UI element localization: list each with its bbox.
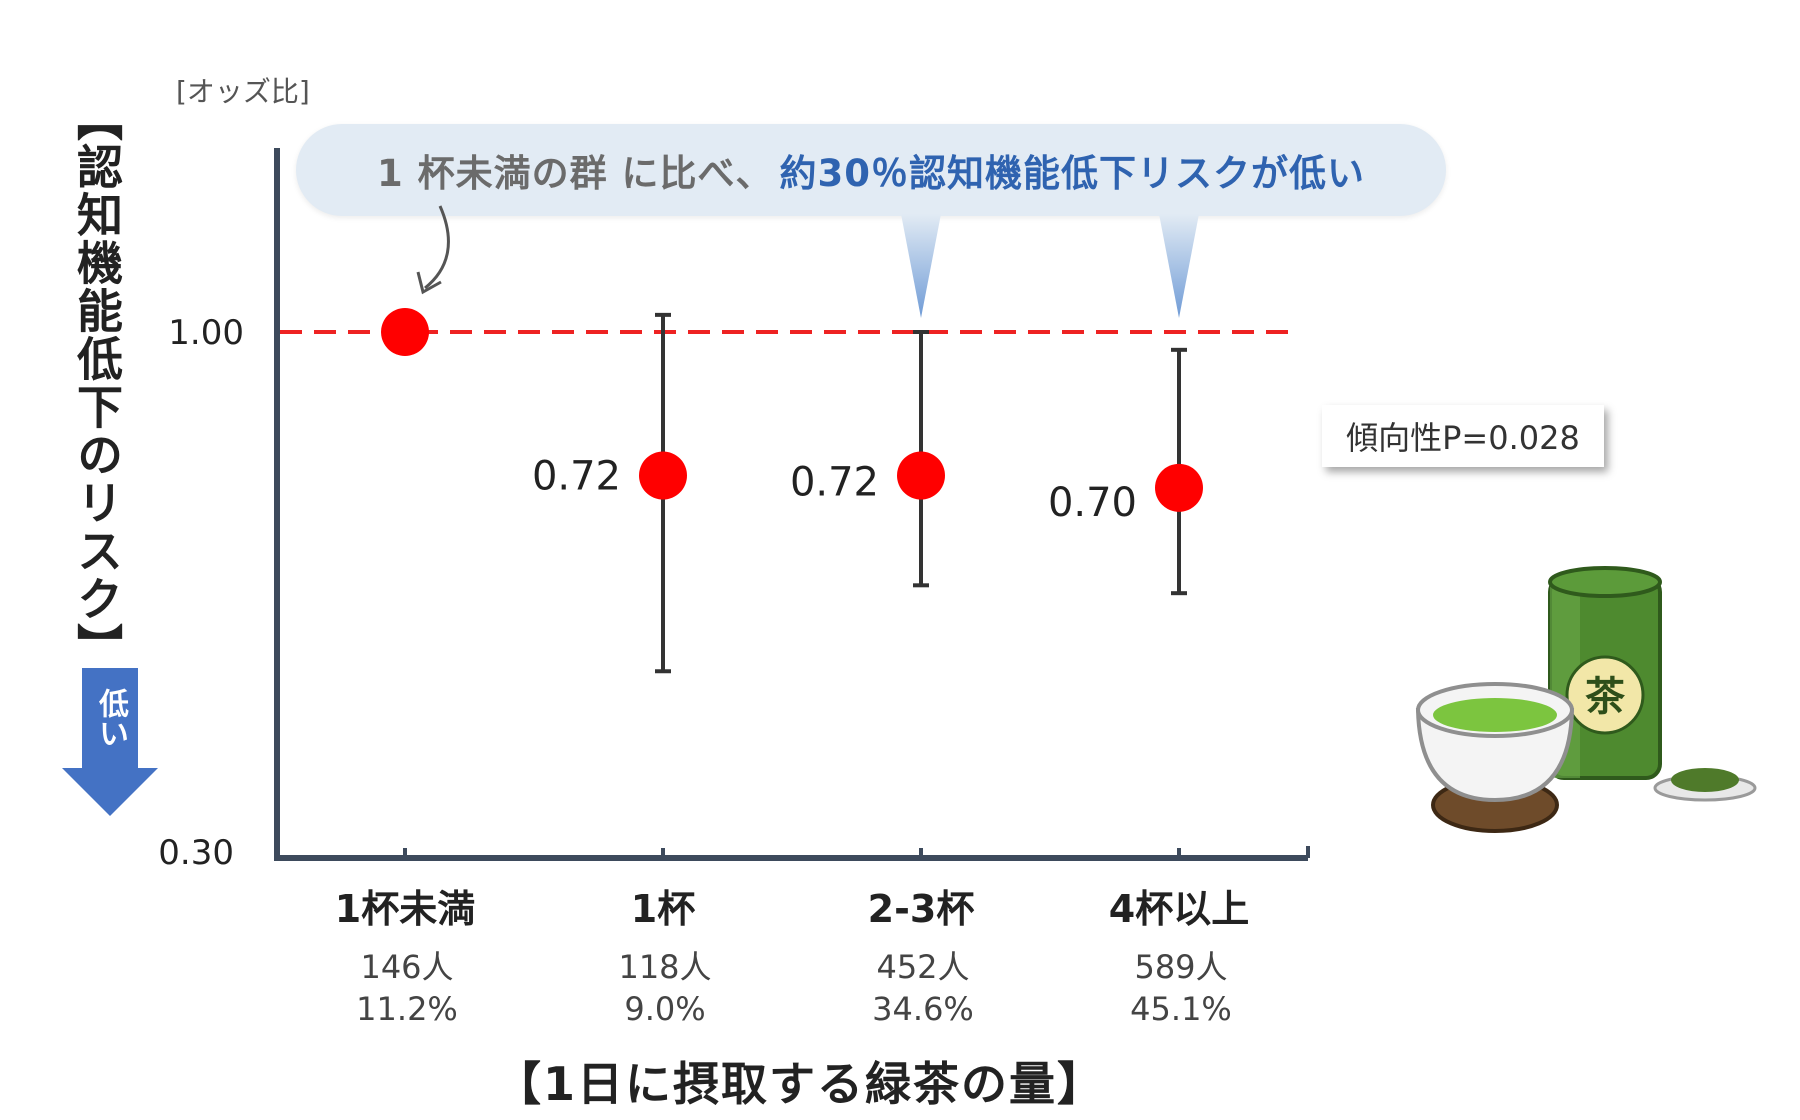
- x-category-percent: 45.1%: [1130, 990, 1232, 1028]
- callout-arrow-head: [416, 271, 442, 295]
- x-category-percent: 9.0%: [624, 990, 705, 1028]
- low-direction-arrow: [62, 668, 158, 816]
- data-point: [381, 308, 429, 356]
- x-category-label: 1杯: [631, 887, 695, 931]
- green-tea-illustration: 茶: [1415, 566, 1757, 833]
- x-category-label: 4杯以上: [1109, 887, 1249, 931]
- trend-p-value-box: 傾向性P=0.028: [1322, 405, 1604, 467]
- x-category-percent: 34.6%: [872, 990, 974, 1028]
- data-point: [639, 451, 687, 500]
- y-tick-label: 0.30: [158, 833, 234, 873]
- x-category-percent: 11.2%: [356, 990, 458, 1028]
- data-point: [897, 451, 945, 500]
- x-category-label: 2-3杯: [868, 887, 975, 931]
- callout-text-highlight: 約30％認知機能低下リスクが低い: [779, 152, 1365, 195]
- y-axis-label: 【認知機能低下のリスク】: [70, 95, 124, 671]
- svg-text:茶: 茶: [1585, 674, 1626, 720]
- x-category-count: 452人: [876, 948, 969, 986]
- data-label: 0.72: [532, 454, 621, 500]
- data-label: 0.72: [790, 460, 879, 506]
- data-label: 0.70: [1048, 480, 1137, 526]
- x-axis-label: 【1日に摂取する緑茶の量】: [494, 1057, 1105, 1111]
- callout-pointer: [1159, 214, 1199, 318]
- low-direction-label: 低い: [93, 688, 128, 748]
- x-category-count: 118人: [618, 948, 711, 986]
- y-tick-label: 1.00: [168, 313, 244, 353]
- x-category-label: 1杯未満: [335, 887, 475, 931]
- callout-banner: 1 杯未満の群 に比べ、 約30％認知機能低下リスクが低い: [296, 124, 1446, 216]
- x-category-count: 146人: [360, 948, 453, 986]
- x-category-count: 589人: [1134, 948, 1227, 986]
- data-point: [1155, 463, 1203, 512]
- odds-ratio-unit: [オッズ比]: [176, 75, 310, 108]
- callout-pointer: [901, 214, 941, 318]
- callout-curved-arrow: [424, 205, 450, 290]
- callout-text-reference: 1 杯未満の群 に比べ、: [376, 152, 774, 195]
